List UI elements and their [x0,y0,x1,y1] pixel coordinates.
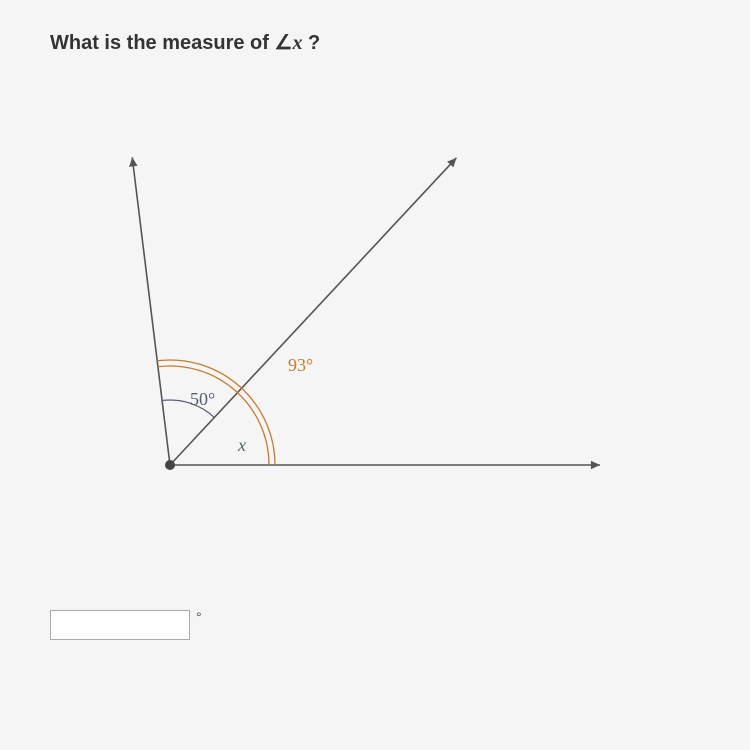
angle-diagram: 50° 93° x [50,85,650,585]
diagram-svg [50,85,650,585]
angle-symbol: ∠ [275,32,293,54]
angle-label-x: x [238,435,246,456]
answer-input[interactable] [50,610,190,640]
question-text: What is the measure of ∠x ? [50,30,700,55]
angle-label-50: 50° [190,389,215,410]
angle-label-93: 93° [288,355,313,376]
question-prefix: What is the measure of [50,32,275,54]
answer-row: ° [50,610,700,640]
question-suffix: ? [302,32,320,54]
degree-symbol: ° [196,609,202,625]
question-variable: x [292,32,302,54]
